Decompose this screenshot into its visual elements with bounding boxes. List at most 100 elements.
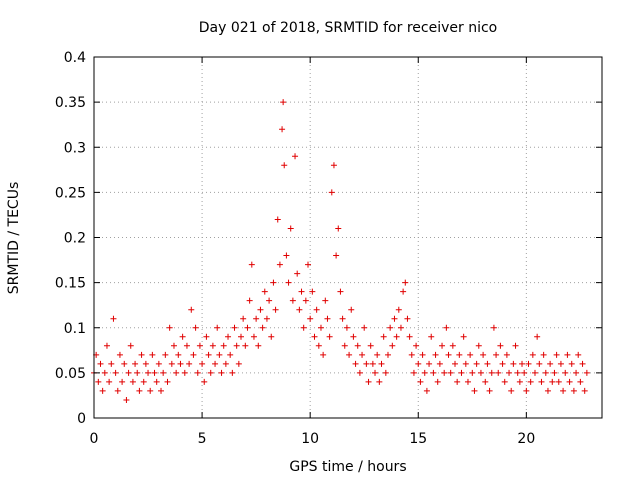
data-point [583,369,590,376]
y-axis-label: SRMTID / TECUs [6,182,22,295]
data-point [313,306,320,313]
data-point [97,360,104,367]
data-point [525,360,532,367]
data-point [426,360,433,367]
data-point [389,342,396,349]
data-point [242,342,249,349]
data-point [393,333,400,340]
data-point [467,351,474,358]
data-point [432,351,439,358]
data-point [229,369,236,376]
data-point [497,342,504,349]
y-tick-label: 0.1 [64,321,86,337]
data-point [343,324,350,331]
data-point [125,369,132,376]
data-point [557,360,564,367]
data-point [456,351,463,358]
data-point [127,342,134,349]
data-point [225,333,232,340]
y-tick-label: 0.3 [64,140,86,156]
data-points [91,99,590,403]
data-point [570,387,577,394]
data-point [579,360,586,367]
data-point [160,369,167,376]
data-point [311,333,318,340]
data-point [147,387,154,394]
data-point [475,342,482,349]
data-point [261,288,268,295]
data-point [181,369,188,376]
data-point [214,324,221,331]
y-tick-label: 0.15 [55,276,86,292]
data-point [153,378,160,385]
data-point [400,288,407,295]
data-point [460,333,467,340]
data-point [305,261,312,268]
data-point [101,369,108,376]
data-point [220,342,227,349]
data-point [270,279,277,286]
data-point [477,369,484,376]
axis-ticks: 0 5 10 15 20 0 0.05 0.1 0.15 0.2 0.25 0.3 0.35 0.4 [55,50,602,447]
data-point [227,351,234,358]
data-point [259,324,266,331]
data-point [106,378,113,385]
data-point [196,342,203,349]
data-point [575,351,582,358]
data-point [280,99,287,106]
y-tick-label: 0.4 [64,50,86,66]
data-point [95,378,102,385]
data-point [348,306,355,313]
data-point [103,342,110,349]
data-point [235,360,242,367]
data-point [320,351,327,358]
y-tick-label: 0.25 [55,185,86,201]
data-point [166,324,173,331]
data-point [274,216,281,223]
data-point [384,351,391,358]
data-point [436,360,443,367]
x-tick-label: 5 [198,431,207,447]
data-point [268,333,275,340]
data-point [317,324,324,331]
data-point [350,333,357,340]
y-tick-label: 0.05 [55,366,86,382]
data-point [462,360,469,367]
data-point [480,351,487,358]
data-point [292,153,299,160]
data-point [285,279,292,286]
data-point [423,387,430,394]
data-point [506,369,513,376]
data-point [410,369,417,376]
data-point [328,189,335,196]
data-point [365,378,372,385]
data-point [155,360,162,367]
data-point [283,252,290,259]
data-point [116,351,123,358]
data-point [170,342,177,349]
data-point [553,351,560,358]
data-point [201,378,208,385]
data-point [112,369,119,376]
data-point [369,360,376,367]
data-point [335,225,342,232]
data-point [158,387,165,394]
data-point [493,351,500,358]
data-point [516,378,523,385]
data-point [162,351,169,358]
data-point [231,324,238,331]
data-point [378,360,385,367]
data-point [233,342,240,349]
x-tick-label: 0 [90,431,99,447]
data-point [484,360,491,367]
data-point [205,351,212,358]
data-point [434,378,441,385]
data-point [421,369,428,376]
data-point [287,225,294,232]
data-point [577,378,584,385]
data-point [177,360,184,367]
data-point [372,369,379,376]
data-point [276,261,283,268]
data-point [237,333,244,340]
data-point [486,387,493,394]
